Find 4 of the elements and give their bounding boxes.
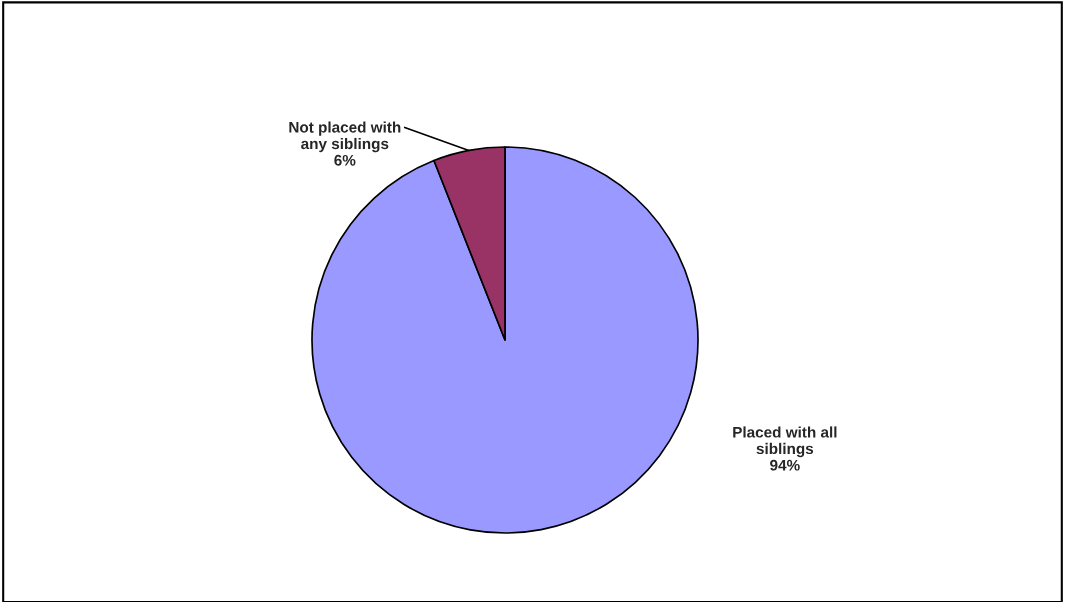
- slice-label: Placed with all siblings: [733, 426, 837, 458]
- data-label: 6%: [334, 154, 356, 166]
- data-label: 94%: [770, 459, 800, 471]
- slice-label: Not placed with any siblings: [289, 121, 401, 153]
